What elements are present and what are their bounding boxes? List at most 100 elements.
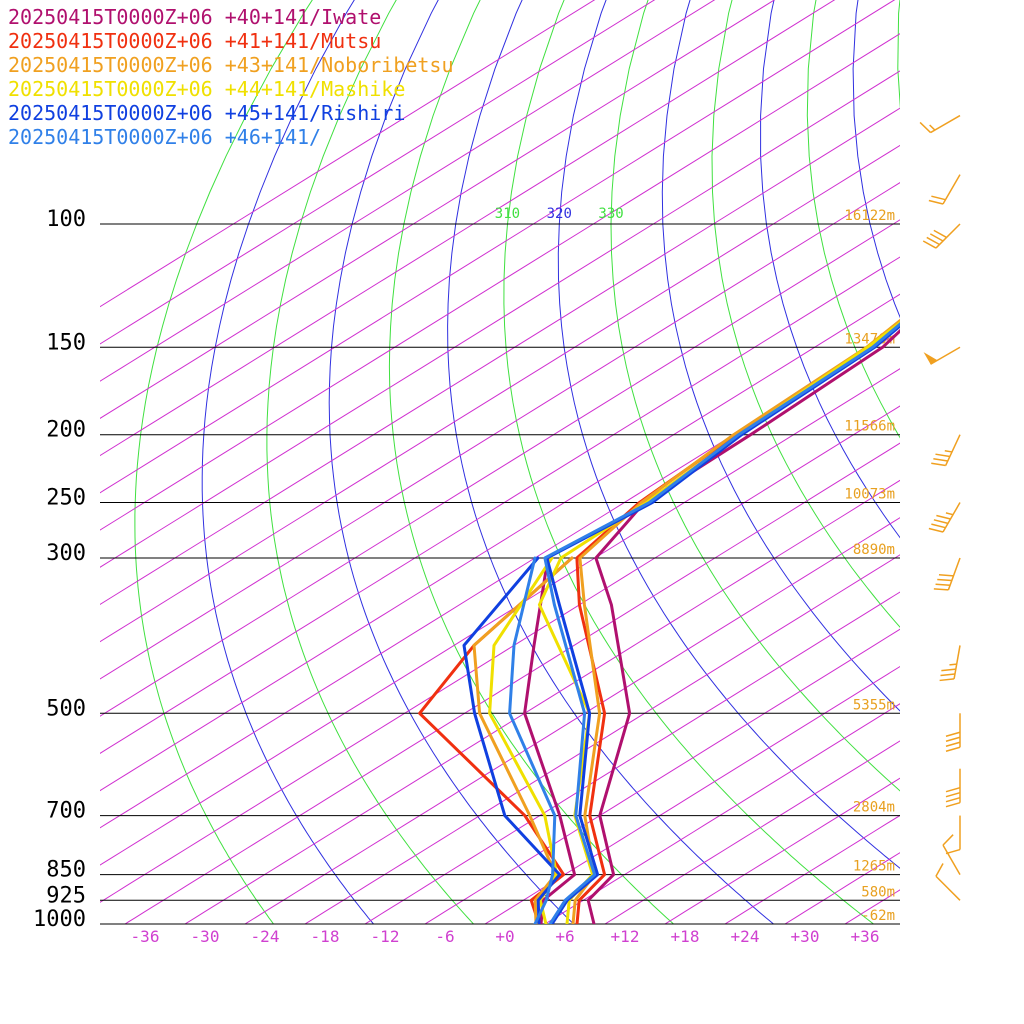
x-tick-label: +12 [611,927,640,946]
wind-barbs [919,114,961,901]
wind-barb-staff [944,434,961,466]
isotherm-line [304,554,900,924]
wind-barb-feather [945,786,961,793]
wind-barb-feather [935,863,944,877]
x-tick-label: -36 [131,927,160,946]
pressure-label: 500 [46,696,86,721]
isotherm-line [905,0,1024,924]
x-tick-label: -18 [311,927,340,946]
isotherm-line [965,0,1024,924]
temperature-line-0 [586,328,900,924]
pressure-label: 1000 [33,907,86,932]
wind-barb-feather [933,457,948,462]
wind-barb-feather [928,527,944,533]
isotherm-line [100,144,900,643]
isotherm-line [124,442,900,924]
isotherm-line [844,889,900,924]
x-tick-label: +36 [851,927,880,946]
wind-barb-staff [953,645,961,680]
wind-barb-staff [942,844,961,875]
dry-adiabat-line [266,0,474,924]
height-label: 8890m [853,542,895,558]
height-label: 11566m [844,419,895,435]
isotherm-line [100,0,836,457]
isotherm-line [100,405,900,903]
pressure-label: 300 [46,541,86,566]
wind-barb-feather [931,195,946,201]
dry-adiabat-line [328,0,574,924]
sounding-series [418,318,900,924]
wind-barb-feather [935,453,950,458]
dry-adiabat-line [388,0,674,924]
wind-barb [945,768,961,808]
wind-barb [939,645,961,682]
isotherm-line [100,33,900,531]
dewpoint-line-0 [523,556,577,924]
dewpoint-line-2 [472,556,574,924]
dry-adiabat-line [557,0,900,869]
dry-adiabat-line [711,0,900,628]
isotherm-line [100,0,776,419]
wind-barb-feather [926,236,940,246]
pressure-label: 150 [46,330,86,355]
temperature-line-3 [537,321,900,924]
isotherm-line [100,0,896,494]
pressure-label: 850 [46,858,86,883]
legend-entry: 20250415T0000Z+06 +40+141/Iwate [8,5,381,29]
theta-label: 330 [598,206,623,222]
isotherm-line [100,219,900,717]
wind-barb [933,557,961,591]
x-tick-label: +18 [671,927,700,946]
theta-label: 310 [495,206,520,222]
wind-barb-staff [935,875,961,901]
legend-entry: 20250415T0000Z+06 +43+141/Noboribetsu [8,53,454,77]
wind-barb-feather [929,233,944,242]
dry-adiabat-line [503,0,874,924]
wind-barb-feather [928,199,944,205]
pressure-lines [100,223,900,925]
legend-entry: 20250415T0000Z+06 +45+141/Rishiri [8,101,405,125]
height-label: 10073m [844,487,895,503]
wind-barb-feather [933,588,949,591]
dry-adiabat-line [447,0,774,924]
wind-barb [931,434,961,467]
wind-barb-feather [919,121,932,134]
wind-barb [922,223,961,249]
legend-entry: 20250415T0000Z+06 +46+141/ [8,125,321,149]
isotherm-line [664,777,900,924]
dry-adiabat-line [897,0,900,110]
dry-adiabat-line [661,0,900,712]
wind-barb-half-feather [944,450,953,453]
dry-adiabat-line [610,0,900,792]
wind-barb [935,863,961,901]
temperature-line-5 [543,322,900,924]
x-tick-label: -30 [191,927,220,946]
dry-adiabat-line [984,0,1024,924]
x-tick-label: +6 [555,927,574,946]
isotherm-line [784,852,900,924]
height-label: 2804m [853,800,895,816]
wind-barb-staff [942,502,961,533]
wind-barb-feather [937,578,952,582]
wind-barb [919,114,961,134]
wind-barb-feather [941,668,956,672]
wind-barb-flag [923,352,938,365]
x-tick-label: +30 [791,927,820,946]
isotherm-line [100,182,900,680]
dry-adiabat-line [852,0,900,319]
dry-adiabat-line [941,0,1024,924]
isotherm-line [484,665,900,924]
isotherm-line [424,628,900,924]
isotherm-line [100,256,900,754]
wind-barb [928,502,961,533]
wind-barb-staff [942,174,961,205]
wind-barb-feather [945,796,961,803]
isotherm-line [100,368,900,866]
wind-barb-feather [933,229,947,239]
dry-adiabat-line [806,0,900,439]
isotherm-line [244,517,900,924]
wind-barb-feather [945,791,961,798]
dewpoint-line-3 [488,556,559,924]
wind-barb-staff [930,346,961,365]
